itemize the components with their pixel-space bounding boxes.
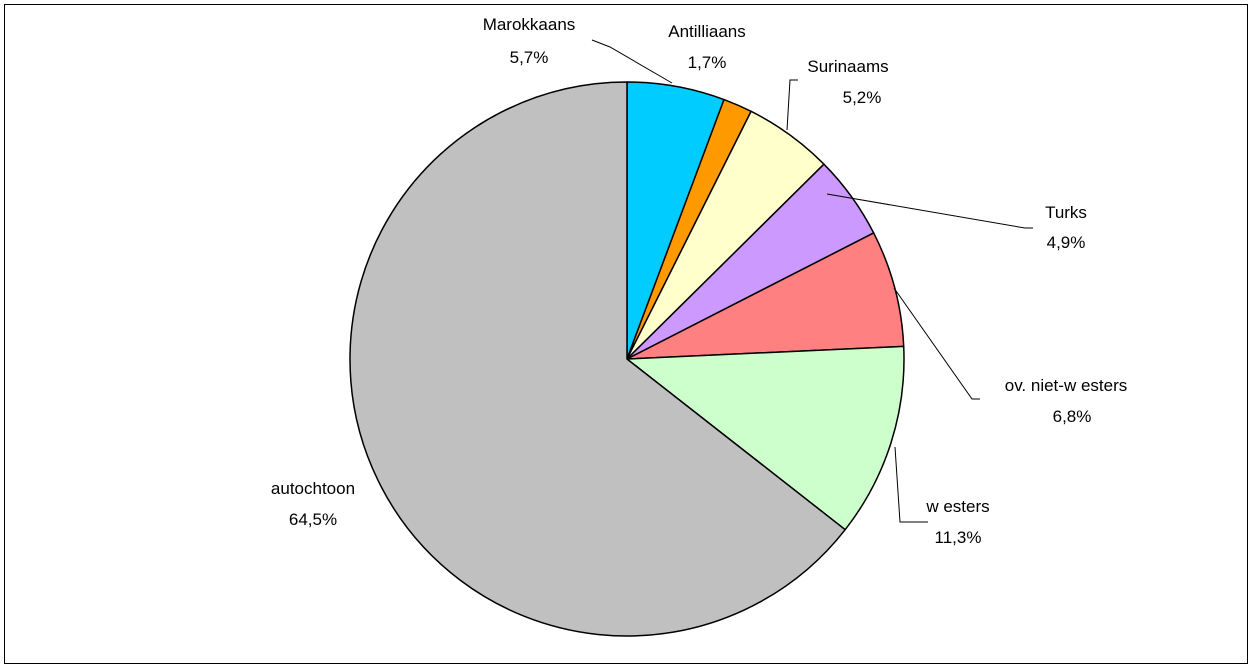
slice-value-turks: 4,9%: [1047, 233, 1086, 252]
slice-value-autochtoon: 64,5%: [289, 510, 337, 529]
pie-slice-w-esters: [626, 345, 905, 531]
slice-labels: Marokkaans 5,7% Antilliaans 1,7% Surinaams 5,…: [271, 15, 1127, 547]
slice-name-antilliaans: Antilliaans: [668, 22, 746, 41]
pie-slice-autochtoon: [349, 81, 846, 637]
slice-value-ov-niet-w-esters: 6,8%: [1053, 407, 1092, 426]
leader-line-w-esters: [894, 446, 928, 523]
slice-value-antilliaans: 1,7%: [688, 53, 727, 72]
slice-name-w-esters: w esters: [925, 497, 989, 516]
leader-lines: [591, 39, 1033, 523]
slice-name-turks: Turks: [1045, 203, 1087, 222]
slice-value-marokkaans: 5,7%: [510, 48, 549, 67]
pie-slice-ov-niet-w-esters: [626, 232, 905, 360]
pie-slices: [349, 81, 905, 637]
slice-name-autochtoon: autochtoon: [271, 479, 355, 498]
slice-value-surinaams: 5,2%: [843, 88, 882, 107]
leader-line-turks: [826, 193, 1033, 229]
slice-value-w-esters: 11,3%: [935, 528, 982, 547]
slice-name-surinaams: Surinaams: [807, 57, 888, 76]
slice-name-marokkaans: Marokkaans: [483, 15, 576, 34]
leader-line-marokkaans: [591, 39, 673, 84]
slice-name-ov-niet-w-esters: ov. niet-w esters: [1005, 376, 1128, 395]
leader-line-ov-niet-w-esters: [893, 287, 980, 400]
leader-line-surinaams: [786, 79, 798, 131]
